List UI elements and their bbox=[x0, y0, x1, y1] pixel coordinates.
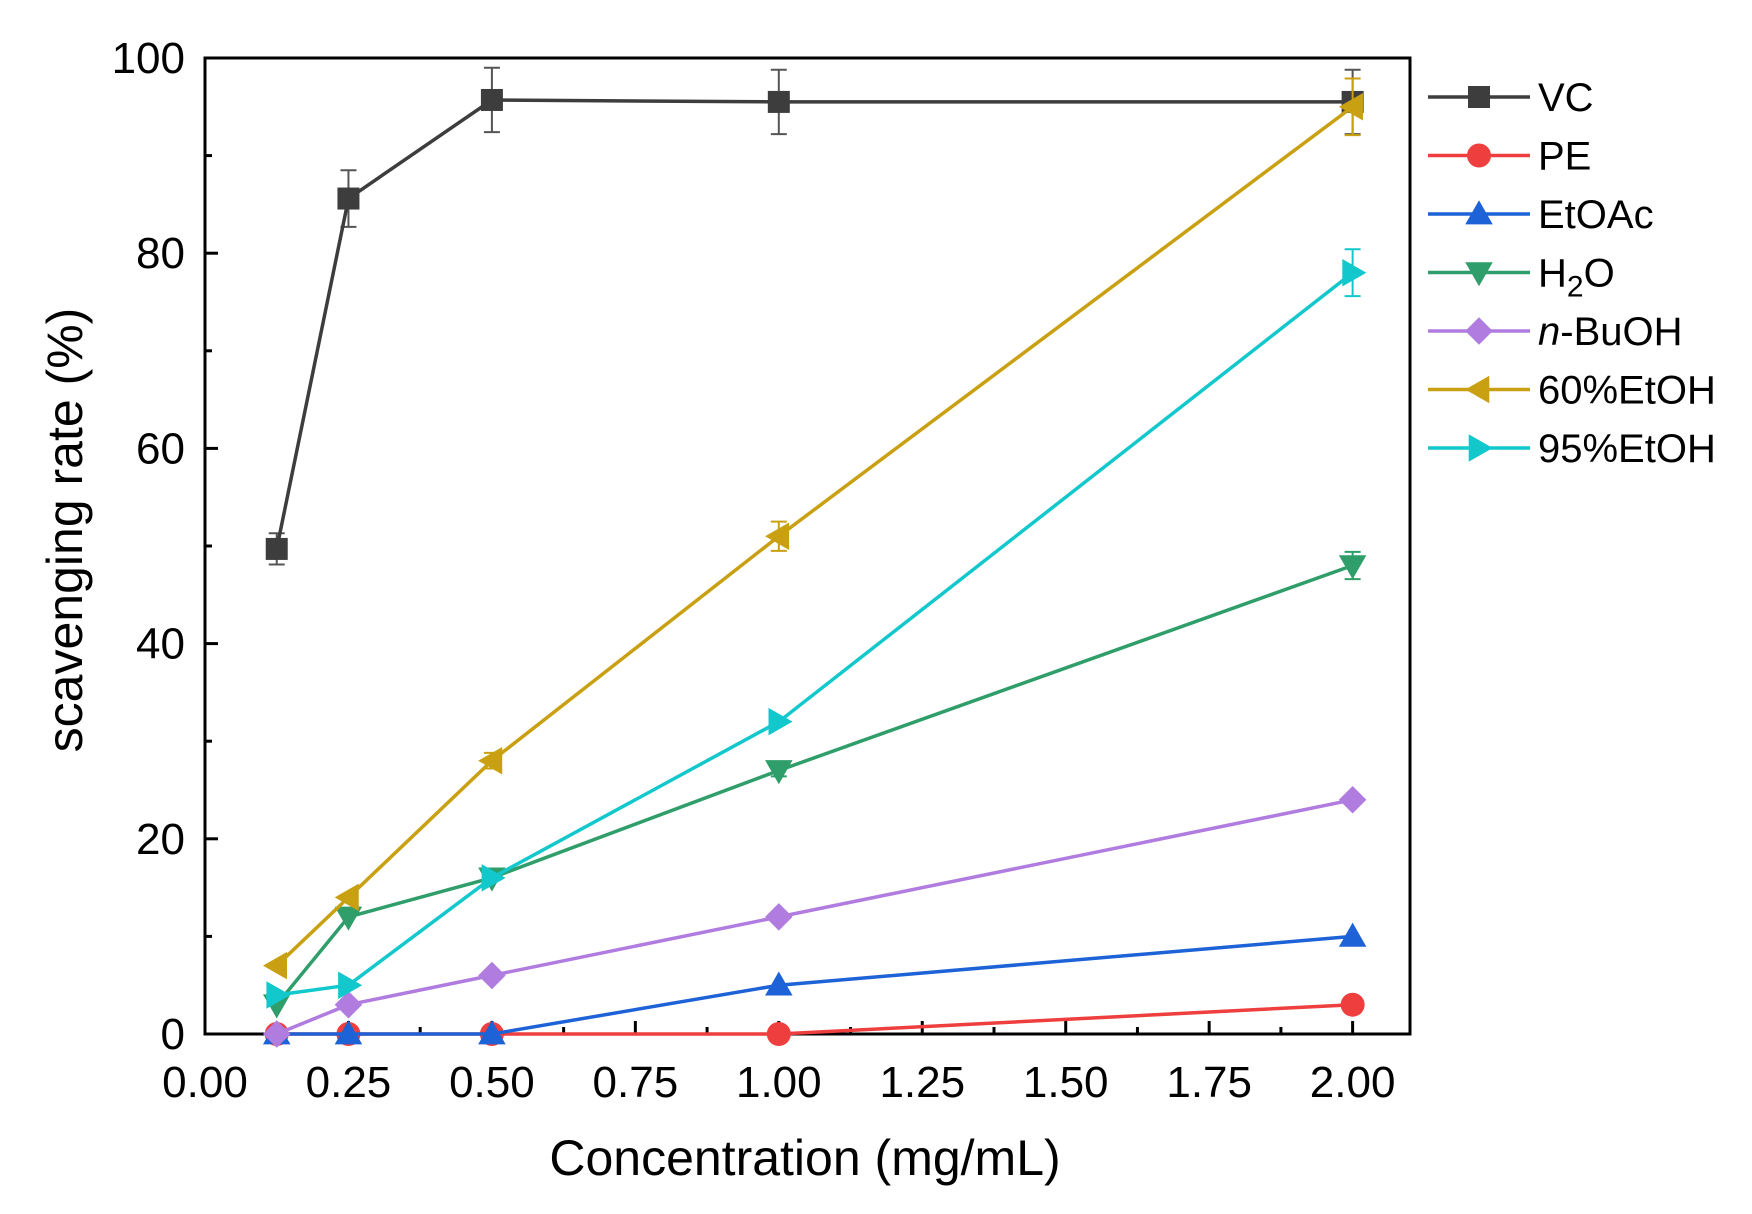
data-point bbox=[481, 864, 506, 892]
series-6 bbox=[266, 248, 1367, 1009]
legend-marker bbox=[1465, 317, 1493, 345]
y-tick-label: 20 bbox=[136, 815, 185, 864]
legend: VC PE EtOAc H2O n-BuOH 60%EtOH 95%EtOH bbox=[1428, 76, 1716, 471]
x-tick-label: 0.50 bbox=[449, 1058, 535, 1107]
data-point bbox=[1338, 922, 1367, 947]
data-point bbox=[265, 537, 288, 560]
legend-item: H2O bbox=[1428, 252, 1615, 304]
series-line bbox=[275, 563, 1354, 1006]
x-tick-label: 0.75 bbox=[593, 1058, 679, 1107]
legend-marker bbox=[1465, 375, 1490, 404]
legend-label: EtOAc bbox=[1538, 193, 1654, 237]
y-axis-title: scavenging rate (%) bbox=[37, 308, 93, 753]
x-tick-label: 2.00 bbox=[1310, 1058, 1396, 1107]
y-tick-label: 60 bbox=[136, 424, 185, 473]
data-point bbox=[480, 88, 503, 111]
data-point bbox=[1338, 93, 1363, 121]
data-point bbox=[765, 971, 793, 996]
legend-marker bbox=[1468, 434, 1493, 462]
data-point bbox=[1338, 555, 1367, 580]
plot-frame-rect bbox=[203, 56, 1412, 1036]
series-1 bbox=[264, 992, 1365, 1046]
x-axis: 0.00 0.25 0.50 0.75 1.00 1.25 1.50 1.75 2.00 bbox=[162, 1021, 1395, 1107]
data-point bbox=[266, 981, 291, 1009]
legend-item: VC bbox=[1428, 76, 1594, 120]
series-line bbox=[276, 1002, 1353, 1036]
legend-label: 60%EtOH bbox=[1538, 369, 1716, 413]
legend-label: H2O bbox=[1538, 252, 1615, 304]
data-point bbox=[765, 903, 793, 931]
x-tick-label: 1.25 bbox=[879, 1058, 965, 1107]
series-line bbox=[276, 271, 1354, 997]
series-5 bbox=[262, 77, 1363, 980]
plot-frame bbox=[203, 56, 1412, 1036]
data-point bbox=[766, 1022, 791, 1046]
legend-label: 95%EtOH bbox=[1538, 427, 1716, 471]
x-tick-label: 1.50 bbox=[1023, 1058, 1109, 1107]
series-line bbox=[274, 98, 1353, 550]
legend-marker bbox=[1467, 143, 1491, 168]
data-point bbox=[767, 90, 790, 113]
data-point bbox=[478, 1020, 506, 1045]
data-point bbox=[334, 990, 363, 1019]
legend-label: PE bbox=[1538, 135, 1591, 179]
data-point bbox=[765, 760, 793, 785]
legend-item: EtOAc bbox=[1428, 193, 1654, 237]
data-point bbox=[262, 951, 288, 980]
x-tick-label: 0.00 bbox=[162, 1058, 248, 1107]
data-point bbox=[478, 746, 503, 775]
data-point bbox=[1342, 258, 1367, 287]
series-line bbox=[275, 105, 1354, 967]
series-0 bbox=[265, 66, 1364, 566]
x-tick-label: 1.00 bbox=[736, 1058, 822, 1107]
data-point bbox=[334, 906, 363, 931]
legend-item: n-BuOH bbox=[1428, 310, 1683, 354]
legend-item: 60%EtOH bbox=[1428, 369, 1716, 413]
y-tick-label: 100 bbox=[112, 34, 185, 83]
series-4 bbox=[262, 786, 1367, 1048]
data-point bbox=[337, 187, 360, 210]
data-point bbox=[334, 1020, 363, 1045]
x-tick-label: 1.75 bbox=[1166, 1058, 1252, 1107]
x-axis-title: Concentration (mg/mL) bbox=[549, 1130, 1060, 1186]
series-2 bbox=[262, 922, 1367, 1045]
y-tick-label: 40 bbox=[136, 620, 185, 669]
legend-marker bbox=[1465, 200, 1493, 225]
legend-label: VC bbox=[1538, 76, 1594, 120]
data-point bbox=[478, 961, 506, 990]
data-point bbox=[334, 883, 359, 912]
legend-marker bbox=[1468, 86, 1490, 108]
data-point bbox=[768, 707, 793, 736]
data-point bbox=[338, 971, 363, 999]
data-point bbox=[765, 522, 790, 550]
data-point bbox=[262, 1020, 291, 1048]
x-tick-label: 0.25 bbox=[306, 1058, 392, 1107]
legend-marker bbox=[1465, 262, 1493, 287]
series-group bbox=[262, 66, 1367, 1048]
y-tick-label: 0 bbox=[161, 1010, 185, 1059]
y-tick-label: 80 bbox=[136, 229, 185, 278]
data-point bbox=[1340, 992, 1365, 1017]
legend-label: n-BuOH bbox=[1538, 310, 1683, 354]
legend-item: PE bbox=[1428, 135, 1591, 179]
data-point bbox=[1338, 786, 1367, 814]
y-axis: 0 20 40 60 80 100 bbox=[112, 34, 218, 1059]
legend-item: 95%EtOH bbox=[1428, 427, 1716, 471]
